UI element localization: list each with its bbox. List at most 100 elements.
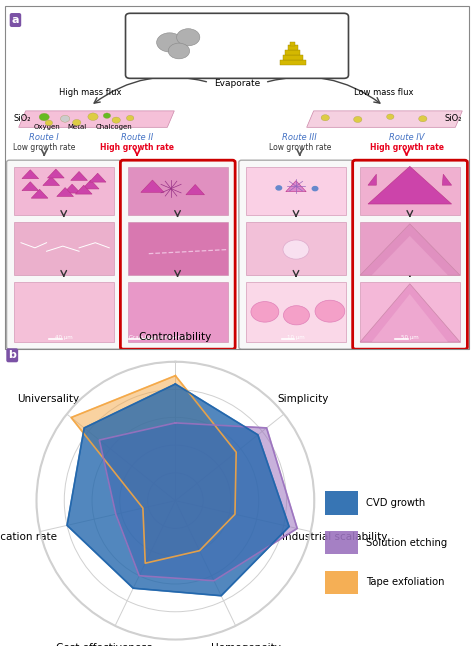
Text: 0.2 mm: 0.2 mm: [167, 335, 188, 340]
Polygon shape: [22, 182, 39, 191]
Circle shape: [419, 116, 427, 122]
Circle shape: [73, 120, 81, 125]
Polygon shape: [368, 167, 452, 204]
FancyBboxPatch shape: [7, 160, 121, 349]
Polygon shape: [186, 185, 204, 195]
Text: Route IV: Route IV: [389, 132, 424, 141]
Polygon shape: [57, 187, 73, 196]
Text: a: a: [12, 15, 19, 25]
Polygon shape: [442, 174, 452, 185]
Polygon shape: [18, 111, 174, 127]
FancyBboxPatch shape: [353, 160, 467, 349]
Circle shape: [354, 116, 362, 123]
Bar: [128, 167, 228, 215]
Circle shape: [156, 33, 182, 52]
Circle shape: [45, 120, 53, 125]
Polygon shape: [372, 236, 448, 275]
Circle shape: [283, 306, 310, 325]
Circle shape: [103, 113, 110, 118]
Bar: [360, 167, 460, 215]
Text: Chalcogen: Chalcogen: [96, 123, 132, 130]
Text: Grain boundary →: Grain boundary →: [129, 335, 176, 340]
Text: Solution etching: Solution etching: [366, 537, 447, 548]
Circle shape: [127, 116, 134, 121]
Polygon shape: [141, 180, 164, 193]
Polygon shape: [368, 174, 376, 185]
Text: Chalcogen precursor: Chalcogen precursor: [251, 57, 335, 66]
Bar: [128, 282, 228, 342]
Bar: [14, 222, 114, 275]
Polygon shape: [372, 294, 448, 342]
Text: Metal: Metal: [67, 123, 86, 130]
Polygon shape: [89, 173, 106, 182]
Circle shape: [321, 114, 329, 121]
Polygon shape: [43, 176, 60, 185]
Polygon shape: [67, 384, 289, 596]
Circle shape: [168, 43, 190, 59]
Text: Low mass flux: Low mass flux: [354, 88, 413, 96]
Bar: [283, 55, 303, 60]
Bar: [246, 167, 346, 215]
Circle shape: [315, 300, 345, 322]
Bar: [360, 282, 460, 342]
Bar: [325, 492, 357, 515]
Text: CVD growth: CVD growth: [366, 498, 426, 508]
Text: SiO₂: SiO₂: [445, 114, 462, 123]
Text: b: b: [8, 350, 16, 360]
Bar: [280, 60, 306, 65]
Circle shape: [387, 114, 394, 120]
Bar: [290, 42, 295, 46]
Bar: [325, 570, 357, 594]
Text: High growth rate: High growth rate: [370, 143, 444, 152]
Circle shape: [177, 28, 200, 46]
Bar: [360, 222, 460, 275]
Text: Metal precursor: Metal precursor: [147, 57, 210, 66]
Bar: [246, 222, 346, 275]
Circle shape: [112, 117, 120, 123]
Text: High mass flux: High mass flux: [59, 88, 122, 96]
Text: Route II: Route II: [121, 132, 153, 141]
Text: Low growth rate: Low growth rate: [269, 143, 331, 152]
Polygon shape: [360, 284, 460, 342]
FancyBboxPatch shape: [120, 160, 235, 349]
Circle shape: [88, 113, 98, 120]
Polygon shape: [307, 111, 462, 127]
Bar: [246, 282, 346, 342]
Circle shape: [283, 240, 309, 259]
Circle shape: [39, 113, 49, 121]
Polygon shape: [360, 224, 460, 275]
Bar: [325, 531, 357, 554]
Text: Tape exfoliation: Tape exfoliation: [366, 577, 445, 587]
FancyBboxPatch shape: [126, 14, 348, 78]
Polygon shape: [22, 170, 39, 179]
Text: Oxygen: Oxygen: [33, 123, 60, 130]
Circle shape: [61, 116, 70, 122]
Polygon shape: [75, 185, 92, 194]
Text: 40 μm: 40 μm: [55, 335, 73, 340]
Polygon shape: [71, 171, 87, 180]
Polygon shape: [31, 189, 48, 198]
Text: 50 μm: 50 μm: [401, 335, 419, 340]
Text: Evaporate: Evaporate: [214, 79, 260, 88]
Polygon shape: [71, 375, 236, 563]
Text: 10 μm: 10 μm: [287, 335, 305, 340]
Circle shape: [312, 187, 318, 191]
Bar: [128, 222, 228, 275]
Text: Route III: Route III: [283, 132, 317, 141]
Text: SiO₂: SiO₂: [13, 114, 31, 123]
Text: Route I: Route I: [29, 132, 59, 141]
Polygon shape: [64, 184, 81, 193]
Polygon shape: [286, 181, 306, 192]
Bar: [14, 282, 114, 342]
Text: High growth rate: High growth rate: [100, 143, 174, 152]
Polygon shape: [100, 423, 297, 581]
Text: Low growth rate: Low growth rate: [13, 143, 75, 152]
Circle shape: [276, 186, 282, 190]
Polygon shape: [47, 169, 64, 178]
FancyBboxPatch shape: [239, 160, 354, 349]
Bar: [285, 50, 301, 55]
Polygon shape: [82, 180, 99, 189]
Bar: [14, 167, 114, 215]
Circle shape: [251, 302, 279, 322]
Bar: [288, 45, 298, 50]
